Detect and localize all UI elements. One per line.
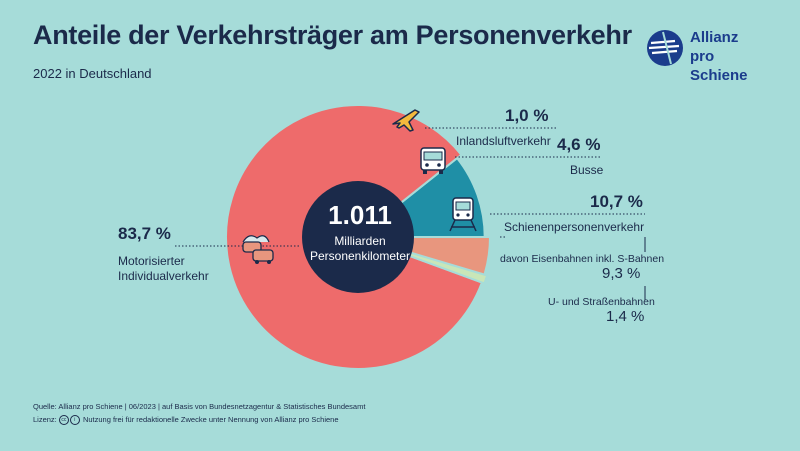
chart-subtitle: 2022 in Deutschland	[33, 66, 152, 81]
cars-icon	[242, 235, 274, 264]
rail-name-label: Schienenpersonenverkehr	[504, 220, 645, 234]
bus-pct-label: 4,6 %	[557, 135, 601, 154]
license-note: Lizenz: cc i Nutzung frei für redaktionel…	[33, 415, 339, 426]
bus-icon	[420, 147, 446, 174]
rail-sub2-pct: 1,4 %	[606, 308, 645, 325]
airplane-icon	[392, 109, 420, 132]
center-total-value: 1.011	[328, 200, 392, 230]
license-prefix: Lizenz:	[33, 415, 57, 424]
air-name-label: Inlandsluftverkehr	[456, 134, 551, 148]
car-name-label: Motorisierter Individualverkehr	[118, 254, 209, 284]
center-label-line-1: Milliarden	[334, 234, 386, 248]
car-pct-label: 83,7 %	[118, 224, 171, 243]
logo-line-2: pro Schiene	[690, 48, 748, 84]
rail-sub1-name: davon Eisenbahnen inkl. S-Bahnen	[500, 253, 665, 265]
attribution-icon: i	[69, 415, 80, 426]
logo-line-1: Allianz	[690, 29, 739, 46]
center-total-label: Milliarden Personenkilometer	[290, 234, 430, 264]
creative-commons-icon: cc	[58, 415, 69, 426]
car-name-line-2: Individualverkehr	[118, 269, 209, 283]
leader-lines	[175, 127, 645, 247]
rail-sub1-pct: 9,3 %	[602, 265, 641, 282]
license-text: Nutzung frei für redaktionelle Zwecke un…	[82, 415, 339, 424]
bus-name-label: Busse	[570, 163, 604, 177]
car-name-line-1: Motorisierter	[118, 254, 185, 268]
air-pct-label: 1,0 %	[505, 106, 549, 125]
source-note: Quelle: Allianz pro Schiene | 06/2023 | …	[33, 402, 366, 411]
chart-title: Anteile der Verkehrsträger am Personenve…	[33, 20, 632, 50]
logo: Allianz pro Schiene	[645, 26, 775, 84]
rail-pct-label: 10,7 %	[590, 192, 643, 211]
pie-center-hole	[302, 181, 414, 293]
rail-sub2-name: U- und Straßenbahnen	[548, 296, 655, 308]
train-icon	[449, 197, 477, 232]
center-label-line-2: Personenkilometer	[309, 249, 411, 263]
allianz-pro-schiene-logo-icon	[647, 30, 683, 66]
